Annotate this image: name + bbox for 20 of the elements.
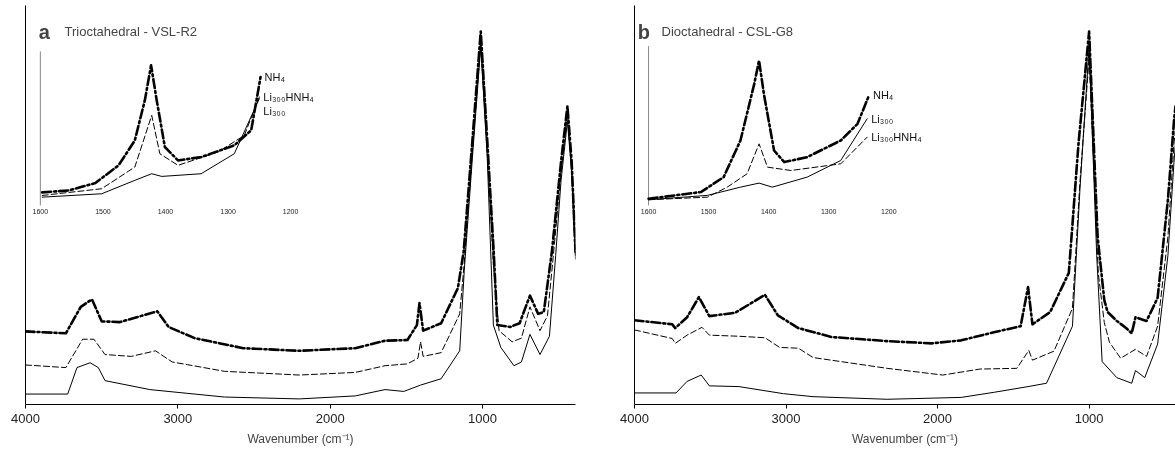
- x-tick-label: 3000: [163, 410, 193, 426]
- x-tick-label: 2000: [923, 410, 953, 426]
- x-tick-label: 2000: [315, 410, 345, 426]
- series-label: Li₃₀₀HNH₄: [263, 91, 315, 103]
- chart-title: Trioctahedral - VSL-R2: [64, 24, 198, 40]
- x-axis-title: Wavenumber (cm⁻¹): [851, 431, 959, 446]
- series-label: NH₄: [872, 89, 894, 102]
- x-tick-label: 4000: [620, 410, 649, 426]
- x-tick-label: 1000: [1074, 410, 1104, 426]
- x-tick-label: 1000: [468, 410, 498, 426]
- annotation: a: [38, 20, 51, 43]
- x-tick-label: 3000: [771, 410, 801, 426]
- x-axis-title: Wavenumber (cm⁻¹): [247, 431, 354, 446]
- x-tick-label: 4000: [11, 410, 40, 426]
- series-label: Li₃₀₀HNH₄: [871, 131, 923, 144]
- annotation: b: [637, 20, 650, 43]
- series-label: NH₄: [264, 70, 286, 83]
- series-label: Li₃₀₀: [263, 105, 286, 117]
- series-label: Li₃₀₀: [871, 112, 894, 125]
- chart-title: Dioctahedral - CSL-G8: [661, 24, 794, 40]
